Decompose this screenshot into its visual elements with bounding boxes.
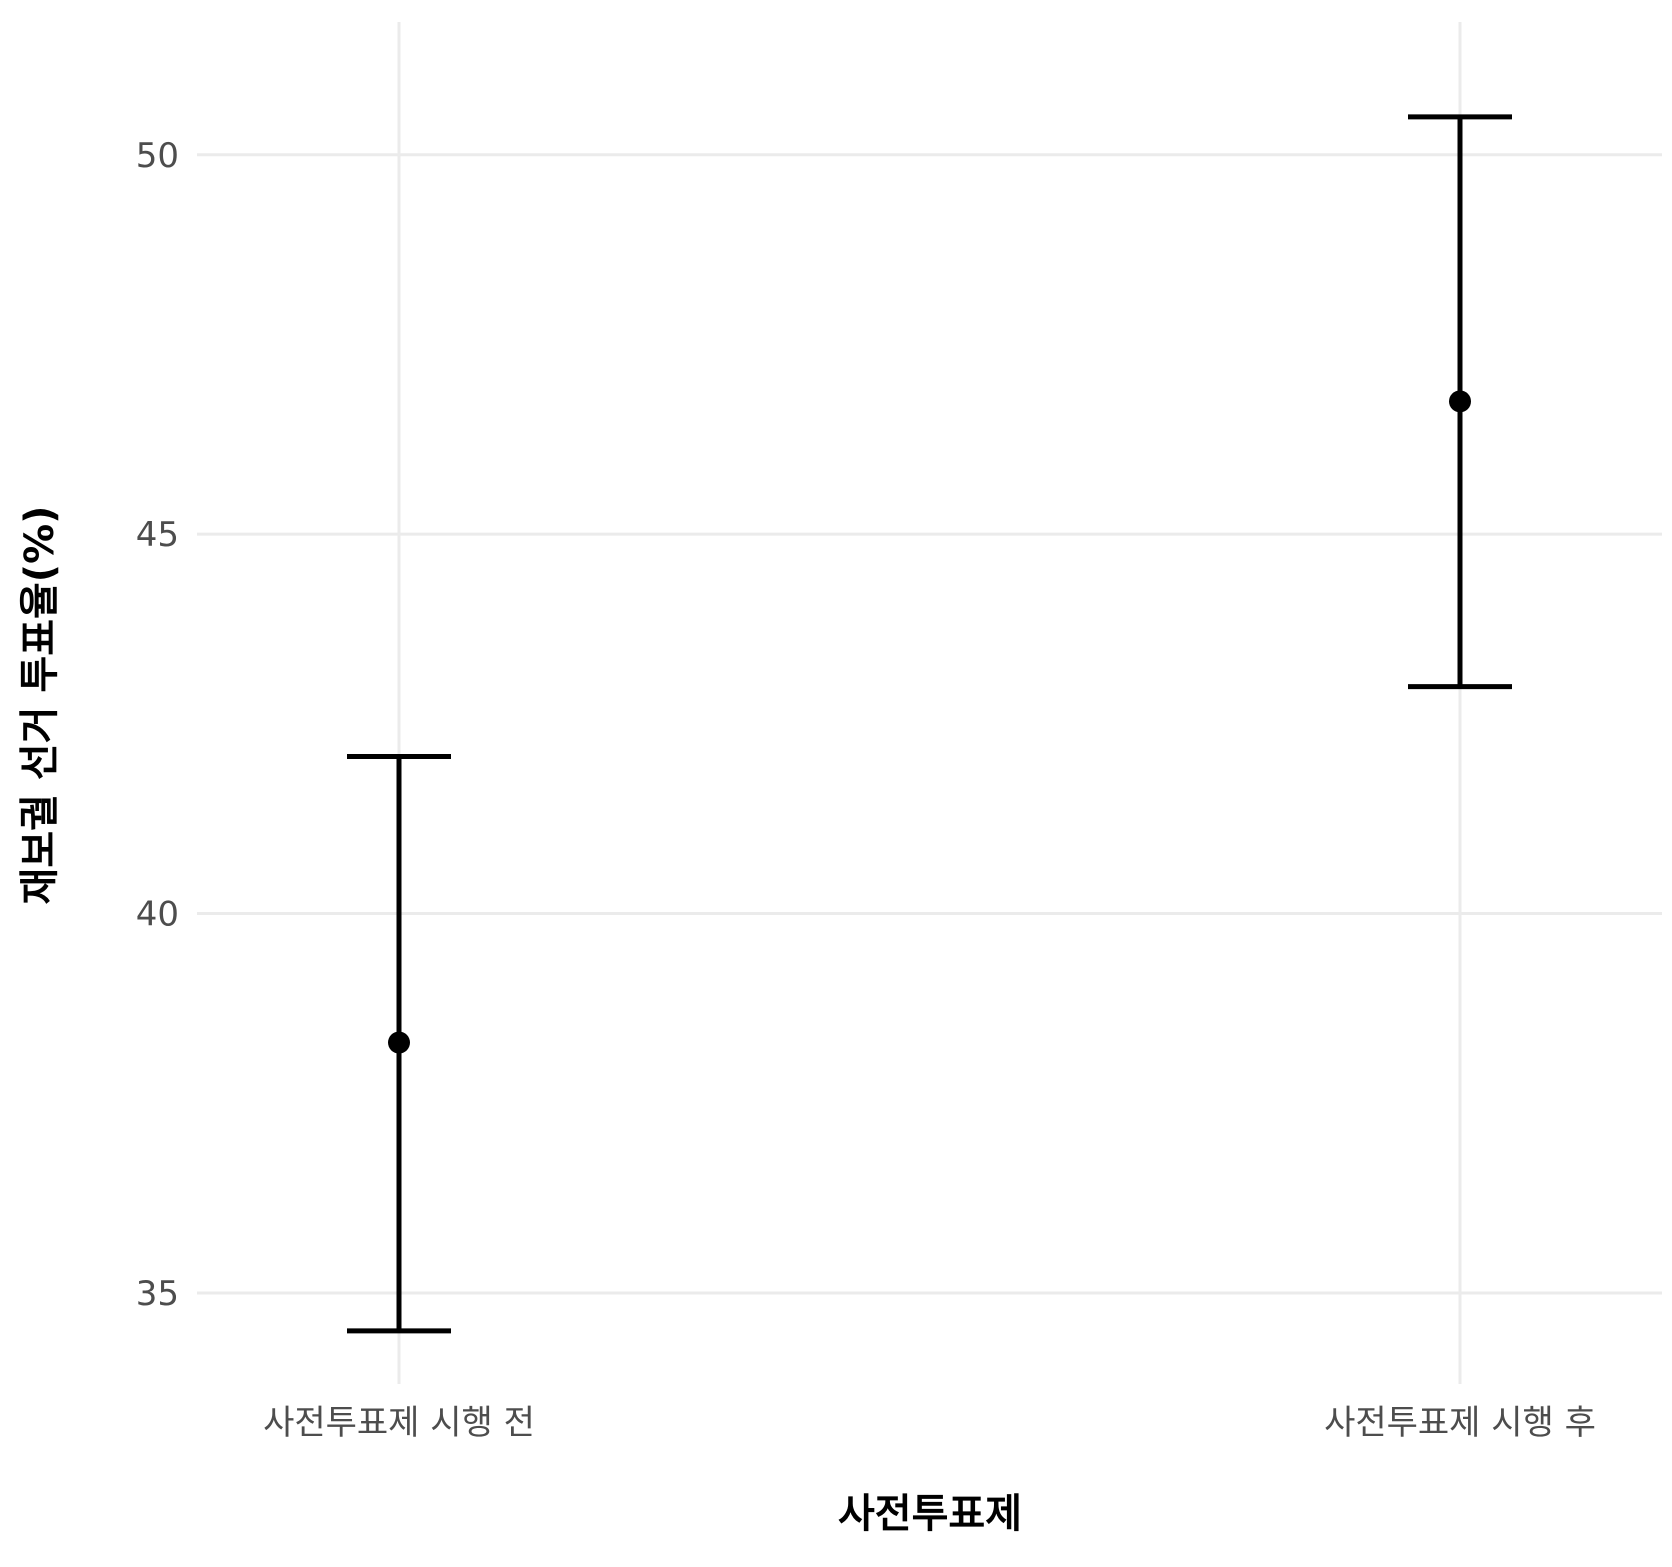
grid-layer	[197, 22, 1662, 1384]
mark-layer	[347, 114, 1512, 1334]
mean-point	[388, 1031, 410, 1054]
y-tick-label: 40	[136, 895, 179, 935]
x-tick-label: 사전투표제 시행 전	[263, 1403, 535, 1443]
x-axis-title: 사전투표제	[838, 1491, 1022, 1537]
tick-layer: 35 40 45 50 사전투표제 시행 전 사전투표제 시행 후	[136, 136, 1596, 1443]
x-tick-label: 사전투표제 시행 후	[1324, 1403, 1596, 1443]
y-tick-label: 45	[136, 515, 179, 555]
y-axis-title: 재보궐 선거 투표율(%)	[17, 506, 63, 905]
y-tick-label: 50	[136, 136, 179, 176]
y-tick-label: 35	[136, 1274, 179, 1314]
mean-point	[1449, 390, 1471, 413]
